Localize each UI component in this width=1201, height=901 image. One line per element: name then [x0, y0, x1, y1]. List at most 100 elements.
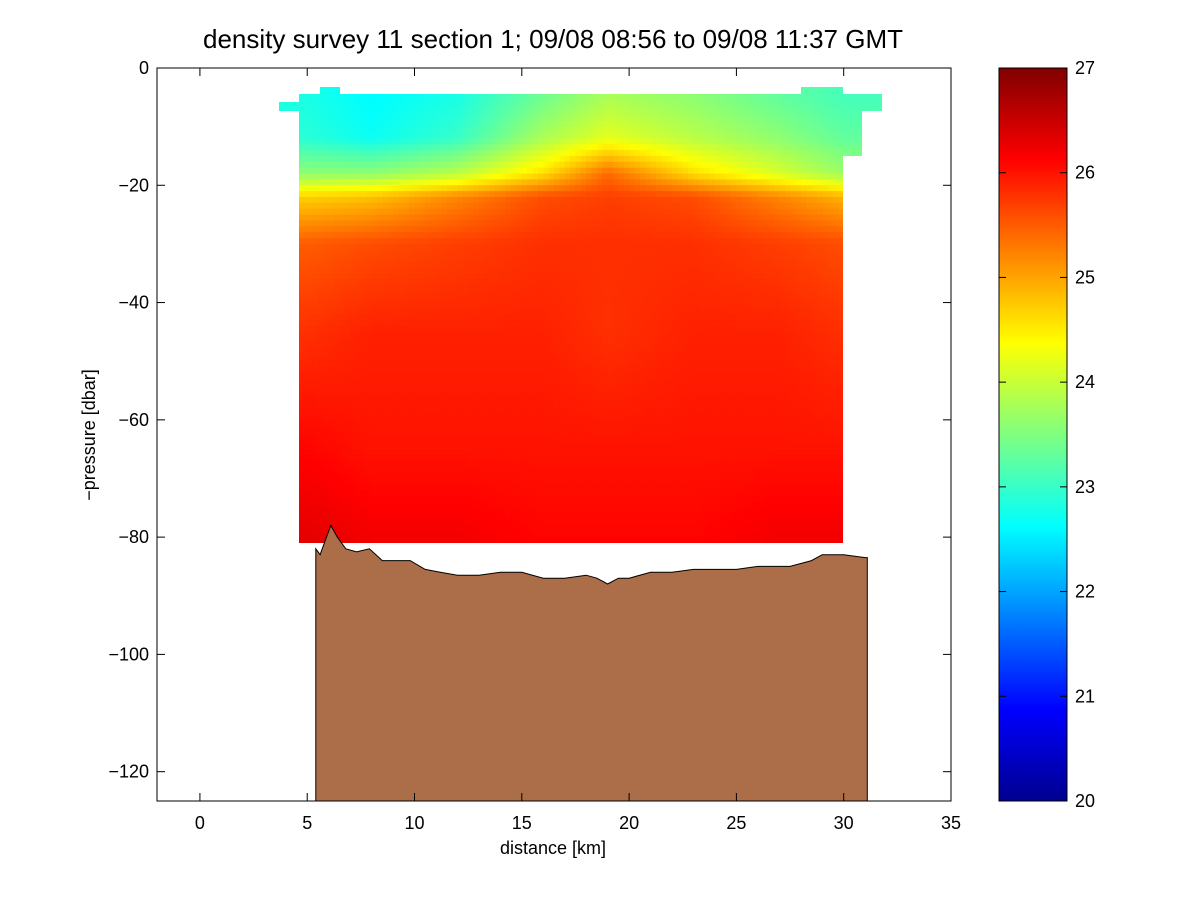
- density-cell: [806, 302, 813, 310]
- density-cell: [736, 226, 743, 233]
- density-cell: [360, 202, 367, 210]
- density-cell: [666, 249, 673, 257]
- density-cell: [790, 273, 797, 280]
- density-cell: [478, 114, 485, 122]
- density-cell: [688, 173, 695, 181]
- density-cell: [468, 185, 475, 192]
- density-cell: [591, 173, 598, 181]
- density-cell: [489, 126, 496, 134]
- density-cell: [489, 185, 496, 192]
- density-cell: [334, 126, 340, 134]
- density-cell: [409, 144, 416, 151]
- density-cell: [484, 249, 491, 257]
- density-cell: [344, 155, 351, 163]
- density-cell: [822, 284, 829, 292]
- density-cell: [398, 314, 405, 321]
- density-cell: [564, 226, 571, 233]
- density-cell: [795, 144, 802, 151]
- density-cell: [355, 179, 362, 186]
- density-cell: [500, 314, 507, 321]
- density-cell: [613, 191, 619, 198]
- density-cell: [323, 308, 330, 315]
- density-cell: [382, 290, 389, 298]
- density-cell: [757, 214, 764, 222]
- density-cell: [548, 238, 555, 245]
- density-cell: [693, 91, 700, 98]
- density-cell: [586, 126, 593, 134]
- density-cell: [559, 296, 566, 304]
- density-cell: [613, 91, 619, 98]
- density-cell: [741, 191, 748, 198]
- density-cell: [832, 290, 839, 298]
- density-cell: [580, 232, 587, 239]
- density-cell: [795, 167, 802, 175]
- density-cell: [570, 302, 577, 310]
- density-cell: [532, 103, 539, 110]
- density-cell: [682, 232, 689, 239]
- density-cell: [403, 214, 410, 222]
- density-cell: [505, 255, 512, 263]
- density-cell: [704, 114, 711, 122]
- density-cell: [650, 308, 657, 315]
- density-cell: [521, 179, 528, 186]
- density-cell: [409, 179, 416, 186]
- density-cell: [736, 114, 743, 122]
- density-cell: [618, 173, 625, 181]
- density-cell: [344, 261, 351, 268]
- density-cell: [682, 126, 689, 134]
- density-cell: [655, 279, 662, 286]
- density-cell: [564, 261, 571, 268]
- density-cell: [784, 185, 791, 192]
- density-cell: [720, 120, 727, 128]
- density-cell: [430, 296, 437, 304]
- density-cell: [634, 220, 641, 227]
- density-cell: [527, 255, 534, 263]
- density-cell: [301, 267, 308, 274]
- density-cell: [645, 249, 652, 257]
- density-cell: [393, 155, 400, 163]
- density-cell: [709, 302, 716, 310]
- density-cell: [532, 120, 539, 128]
- density-cell: [328, 243, 335, 251]
- density-cell: [468, 150, 475, 157]
- density-cell: [677, 232, 684, 239]
- density-cell: [559, 138, 566, 145]
- density-cell: [682, 120, 689, 128]
- density-cell: [698, 238, 705, 245]
- density-cell: [419, 302, 426, 310]
- density-cell: [398, 97, 405, 104]
- density-cell: [714, 150, 721, 157]
- density-cell: [457, 197, 464, 204]
- density-cell: [806, 91, 813, 98]
- density-cell: [366, 173, 373, 181]
- density-cell: [548, 226, 555, 233]
- density-cell: [489, 243, 496, 251]
- density-cell: [618, 138, 625, 145]
- density-cell: [441, 161, 448, 169]
- density-cell: [747, 261, 754, 268]
- density-cell: [693, 191, 700, 198]
- density-cell: [441, 185, 448, 192]
- density-cell: [484, 103, 491, 110]
- density-cell: [784, 255, 791, 263]
- density-cell: [613, 214, 619, 222]
- density-cell: [854, 91, 861, 98]
- density-cell: [714, 296, 721, 304]
- density-cell: [698, 226, 705, 233]
- density-cell: [312, 208, 319, 216]
- density-cell: [838, 191, 845, 198]
- density-cell: [554, 232, 560, 239]
- density-cell: [414, 144, 421, 151]
- density-cell: [527, 109, 534, 116]
- density-cell: [768, 255, 775, 263]
- density-cell: [655, 91, 662, 98]
- density-cell: [629, 214, 636, 222]
- density-cell: [773, 120, 780, 128]
- density-cell: [580, 255, 587, 263]
- density-cell: [559, 238, 566, 245]
- density-cell: [832, 150, 839, 157]
- density-cell: [838, 144, 845, 151]
- density-cell: [355, 267, 362, 274]
- density-cell: [371, 144, 378, 151]
- density-cell: [661, 214, 668, 222]
